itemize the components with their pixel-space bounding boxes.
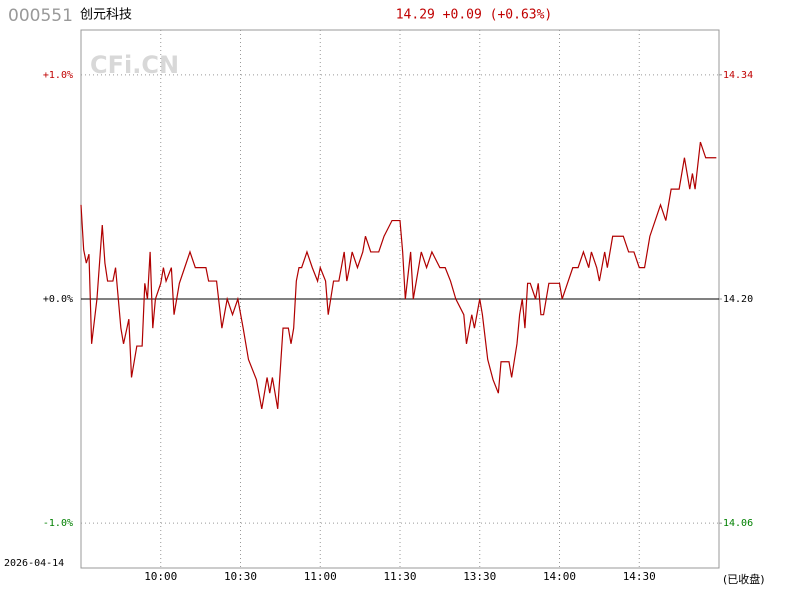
quote: 14.29 +0.09 (+0.63%) bbox=[396, 8, 553, 23]
y2-tick-label: 14.20 bbox=[723, 294, 753, 305]
date: 2026-04-14 bbox=[4, 558, 64, 569]
status: (已收盘) bbox=[723, 572, 765, 586]
y-tick-label: +1.0% bbox=[43, 70, 73, 81]
x-tick-label: 13:30 bbox=[463, 570, 496, 583]
x-tick-label: 11:30 bbox=[383, 570, 416, 583]
price-line bbox=[80, 141, 717, 409]
watermark: CFi.CN bbox=[90, 51, 179, 79]
x-tick-label: 10:00 bbox=[144, 570, 177, 583]
x-tick-label: 14:00 bbox=[543, 570, 576, 583]
y-tick-label: -1.0% bbox=[43, 518, 73, 529]
x-tick-label: 11:00 bbox=[304, 570, 337, 583]
y2-tick-label: 14.34 bbox=[723, 70, 753, 81]
stock-code: 000551 bbox=[8, 6, 73, 26]
y2-tick-label: 14.06 bbox=[723, 518, 753, 529]
x-tick-label: 14:30 bbox=[623, 570, 656, 583]
stock-name: 创元科技 bbox=[80, 8, 132, 23]
y-tick-label: +0.0% bbox=[43, 294, 73, 305]
x-tick-label: 10:30 bbox=[224, 570, 257, 583]
